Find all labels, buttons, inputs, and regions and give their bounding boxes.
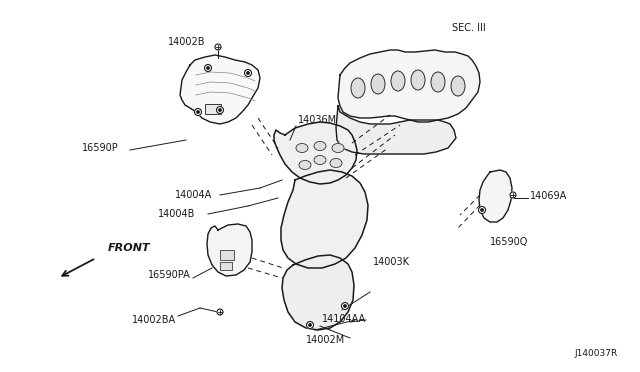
Circle shape — [344, 305, 346, 307]
Polygon shape — [282, 255, 354, 330]
Circle shape — [195, 109, 202, 115]
Text: 14036M: 14036M — [298, 115, 337, 125]
Circle shape — [307, 321, 314, 328]
Text: J140037R: J140037R — [575, 349, 618, 358]
Text: 16590P: 16590P — [82, 143, 119, 153]
Circle shape — [510, 192, 516, 198]
Text: 14002M: 14002M — [306, 335, 345, 345]
Circle shape — [217, 309, 223, 315]
Ellipse shape — [299, 160, 311, 170]
Text: 14069A: 14069A — [530, 191, 567, 201]
Polygon shape — [281, 170, 368, 268]
Circle shape — [207, 67, 209, 69]
Text: 14004A: 14004A — [175, 190, 212, 200]
Circle shape — [481, 209, 483, 211]
Text: FRONT: FRONT — [108, 243, 150, 253]
Ellipse shape — [330, 158, 342, 167]
Ellipse shape — [391, 71, 405, 91]
Polygon shape — [274, 122, 357, 184]
Bar — [220, 250, 234, 260]
Circle shape — [247, 72, 249, 74]
Polygon shape — [180, 55, 260, 124]
Ellipse shape — [314, 155, 326, 164]
Ellipse shape — [371, 74, 385, 94]
Circle shape — [197, 111, 199, 113]
Polygon shape — [207, 224, 252, 276]
Circle shape — [309, 324, 311, 326]
Text: 16590PA: 16590PA — [148, 270, 191, 280]
Circle shape — [244, 70, 252, 77]
Ellipse shape — [351, 78, 365, 98]
Text: 14104AA: 14104AA — [322, 314, 366, 324]
Polygon shape — [479, 170, 512, 222]
Ellipse shape — [431, 72, 445, 92]
Polygon shape — [336, 106, 456, 154]
Circle shape — [342, 302, 349, 310]
Polygon shape — [338, 50, 480, 122]
Ellipse shape — [411, 70, 425, 90]
Text: 14003K: 14003K — [373, 257, 410, 267]
Text: 14002B: 14002B — [168, 37, 205, 47]
Ellipse shape — [296, 144, 308, 153]
Circle shape — [216, 106, 223, 113]
Circle shape — [215, 44, 221, 50]
Ellipse shape — [314, 141, 326, 151]
Text: SEC. III: SEC. III — [452, 23, 486, 33]
Ellipse shape — [332, 144, 344, 153]
Circle shape — [219, 109, 221, 111]
Text: 14002BA: 14002BA — [132, 315, 176, 325]
Circle shape — [479, 206, 486, 214]
Circle shape — [205, 64, 211, 71]
Text: 16590Q: 16590Q — [490, 237, 529, 247]
Bar — [220, 262, 232, 270]
Ellipse shape — [451, 76, 465, 96]
Text: 14004B: 14004B — [158, 209, 195, 219]
Bar — [205, 104, 221, 114]
